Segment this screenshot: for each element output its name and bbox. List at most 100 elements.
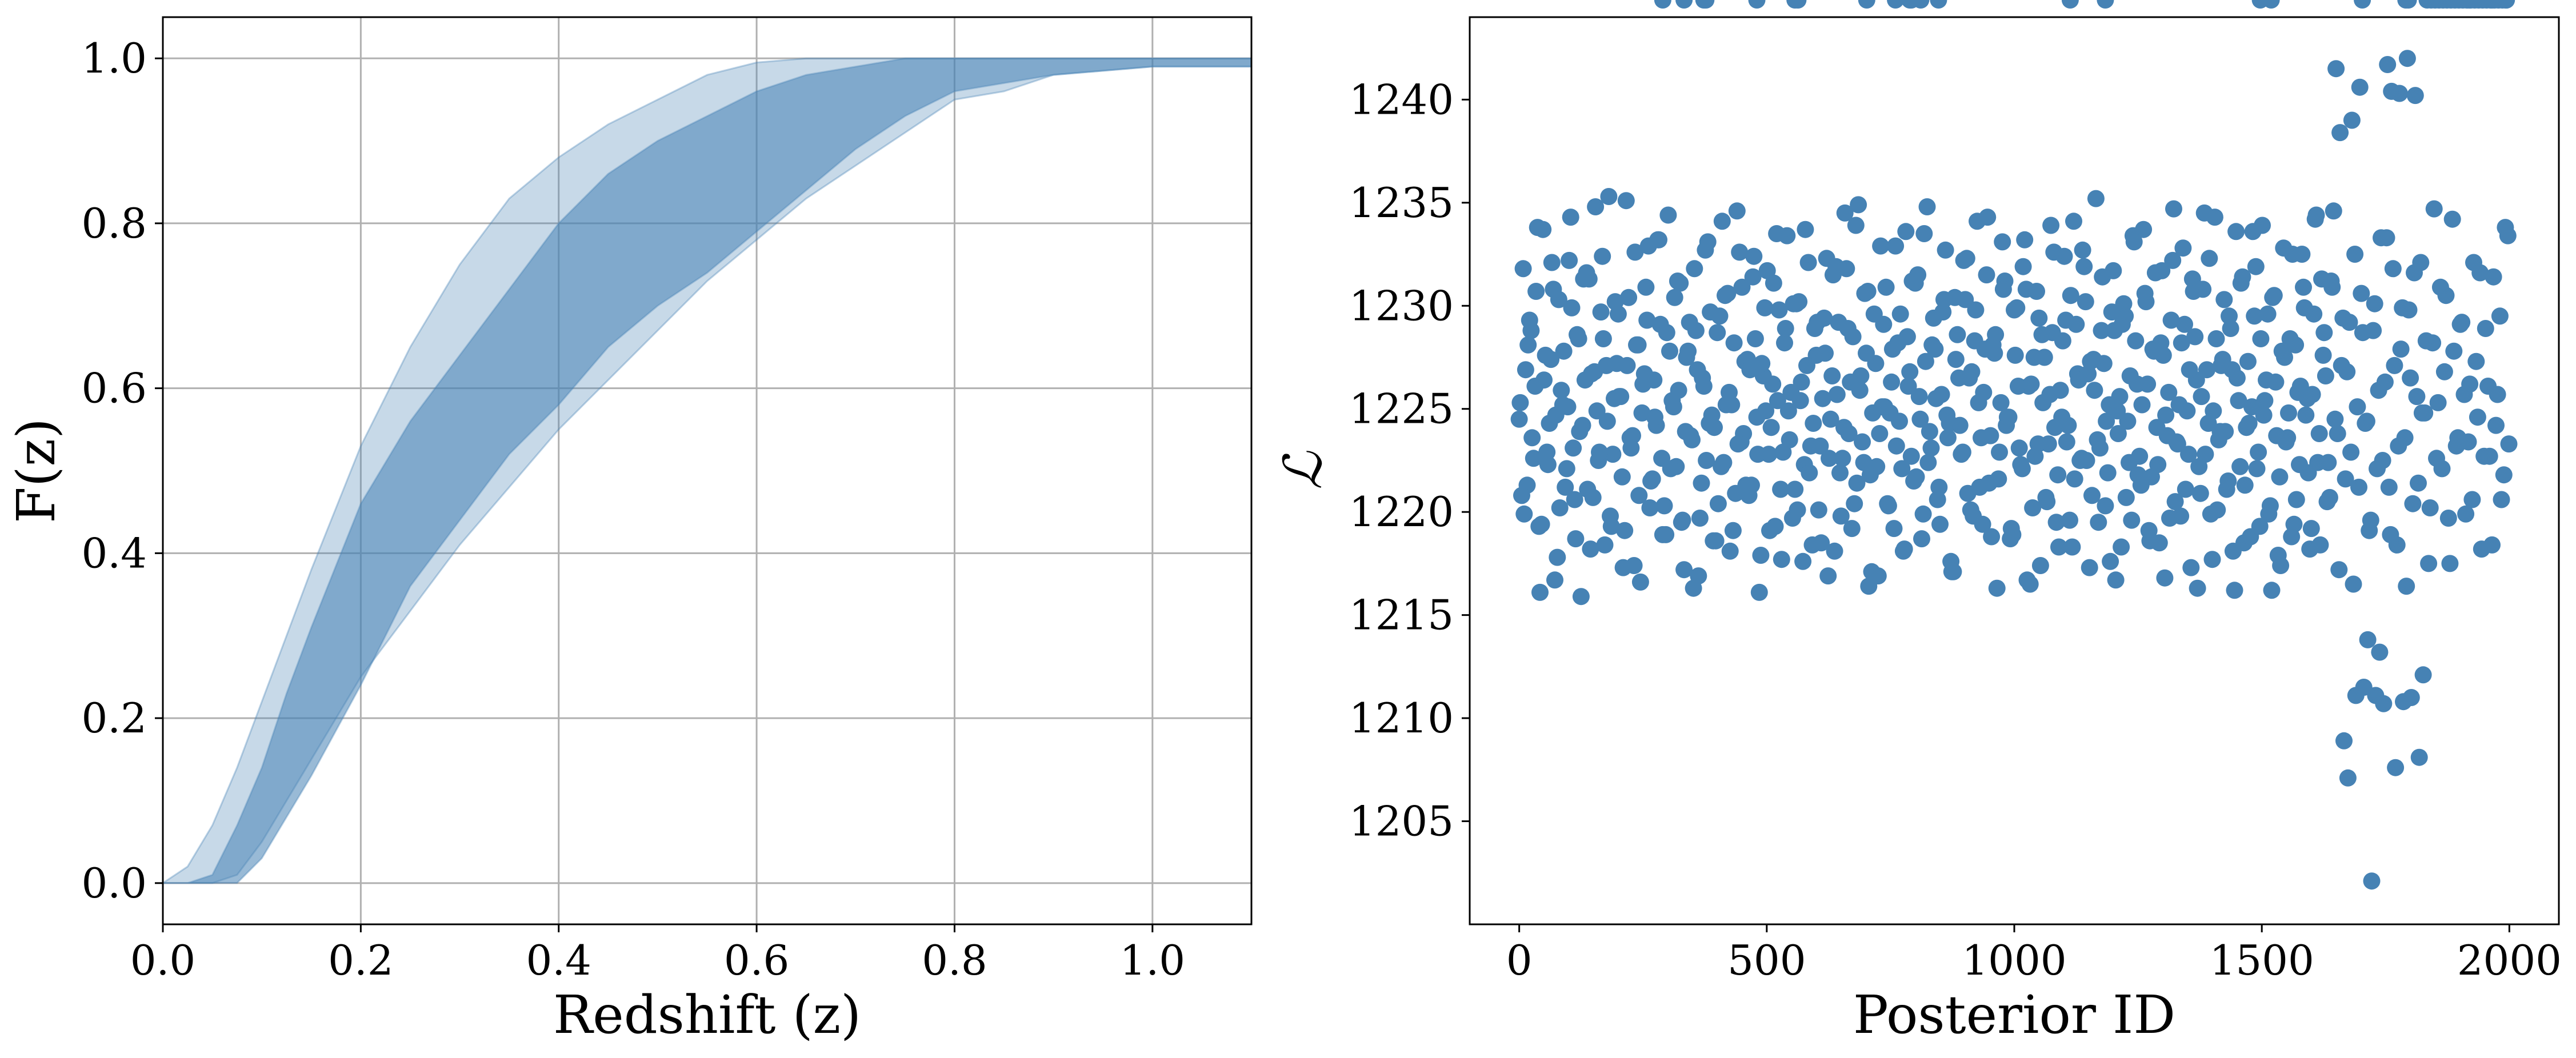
scatter-point — [2402, 369, 2419, 387]
right-y-tick-label: 1205 — [1349, 797, 1454, 845]
scatter-point — [2315, 324, 2333, 342]
scatter-point — [1549, 548, 1566, 566]
scatter-point — [1670, 382, 1687, 399]
scatter-point — [1770, 301, 1788, 319]
scatter-point — [1709, 495, 1727, 512]
scatter-point — [1517, 361, 1534, 379]
scatter-point — [1943, 563, 1961, 580]
scatter-point — [2463, 491, 2481, 508]
scatter-point — [1594, 330, 1612, 347]
scatter-point — [1515, 505, 1533, 523]
scatter-point — [2227, 223, 2245, 241]
scatter-point — [2197, 446, 2214, 463]
scatter-point — [1978, 266, 1995, 284]
likelihood-scatter-panel: 0 500 1000 1500 2000 1205 1210 1215 1220 1225 123… — [1273, 0, 2562, 1045]
scatter-point — [2262, 0, 2280, 9]
scatter-point — [2117, 488, 2135, 506]
scatter-point — [1745, 247, 1763, 265]
scatter-point — [2291, 378, 2309, 395]
scatter-point — [1583, 365, 1601, 383]
scatter-point — [2012, 456, 2030, 474]
scatter-point — [1749, 446, 1767, 463]
scatter-point — [2412, 254, 2430, 271]
scatter-point — [2217, 423, 2234, 440]
scatter-point — [2337, 470, 2354, 488]
scatter-point — [1831, 464, 1849, 482]
scatter-point — [2495, 466, 2513, 484]
scatter-point — [1915, 225, 1933, 242]
scatter-point — [1773, 551, 1790, 568]
scatter-point — [2215, 291, 2233, 308]
scatter-point — [1998, 408, 2016, 426]
scatter-point — [2113, 538, 2130, 556]
scatter-point — [2259, 305, 2277, 323]
scatter-point — [1951, 416, 1969, 434]
scatter-point — [1575, 270, 1593, 288]
scatter-point — [1650, 231, 1667, 249]
scatter-point — [2131, 447, 2149, 465]
scatter-point — [1813, 534, 1830, 552]
scatter-point — [2327, 60, 2345, 78]
left-x-tick-label: 0.8 — [922, 936, 987, 984]
scatter-point — [2082, 352, 2099, 370]
scatter-point — [1911, 410, 1929, 428]
scatter-point — [2002, 520, 2020, 538]
scatter-point — [1557, 478, 1574, 496]
scatter-point — [2398, 578, 2415, 595]
scatter-point — [2097, 497, 2114, 515]
scatter-point — [2414, 666, 2432, 684]
scatter-point — [1876, 398, 1893, 416]
scatter-point — [1965, 507, 1982, 525]
scatter-point — [2061, 0, 2079, 9]
scatter-point — [2058, 433, 2075, 451]
scatter-point — [1921, 423, 1938, 440]
scatter-point — [2065, 213, 2082, 230]
scatter-point — [2062, 287, 2079, 304]
scatter-point — [2435, 363, 2453, 380]
scatter-point — [2008, 299, 2026, 316]
scatter-point — [1935, 291, 1953, 308]
scatter-point — [1809, 314, 1826, 331]
scatter-point — [2051, 382, 2069, 399]
scatter-point — [1887, 0, 1905, 9]
scatter-point — [2222, 320, 2239, 337]
scatter-point — [1777, 320, 1794, 337]
scatter-point — [1761, 522, 1778, 539]
scatter-point — [2402, 689, 2420, 706]
scatter-point — [2471, 264, 2489, 282]
scatter-point — [2303, 386, 2321, 403]
scatter-point — [1614, 559, 1632, 576]
scatter-point — [1511, 394, 1529, 411]
scatter-point — [2162, 311, 2180, 329]
scatter-point — [2061, 511, 2078, 529]
scatter-point — [2375, 695, 2393, 712]
scatter-point — [2271, 468, 2289, 486]
scatter-point — [1654, 526, 1671, 543]
scatter-point — [2160, 383, 2178, 401]
scatter-point — [1654, 0, 1671, 9]
scatter-point — [1947, 351, 1965, 368]
scatter-point — [1823, 367, 1841, 384]
scatter-point — [2365, 322, 2382, 339]
scatter-point — [2125, 233, 2143, 251]
scatter-point — [2075, 258, 2093, 275]
scatter-point — [2026, 447, 2044, 465]
scatter-point — [1537, 346, 1554, 364]
scatter-point — [1572, 588, 1590, 606]
scatter-point — [2191, 484, 2209, 502]
scatter-point — [1628, 336, 1645, 354]
scatter-point — [2181, 361, 2198, 379]
scatter-point — [2165, 200, 2182, 218]
scatter-point — [1553, 382, 1570, 399]
scatter-point — [1538, 443, 1556, 461]
scatter-point — [1937, 241, 1954, 259]
scatter-point — [1642, 472, 1660, 490]
scatter-point — [2483, 536, 2501, 554]
scatter-point — [1793, 373, 1810, 391]
scatter-point — [1545, 280, 1562, 298]
scatter-point — [1641, 499, 1659, 516]
scatter-point — [1782, 383, 1800, 401]
scatter-point — [1786, 480, 1804, 498]
scatter-point — [1883, 373, 1901, 391]
scatter-point — [1529, 219, 1546, 237]
